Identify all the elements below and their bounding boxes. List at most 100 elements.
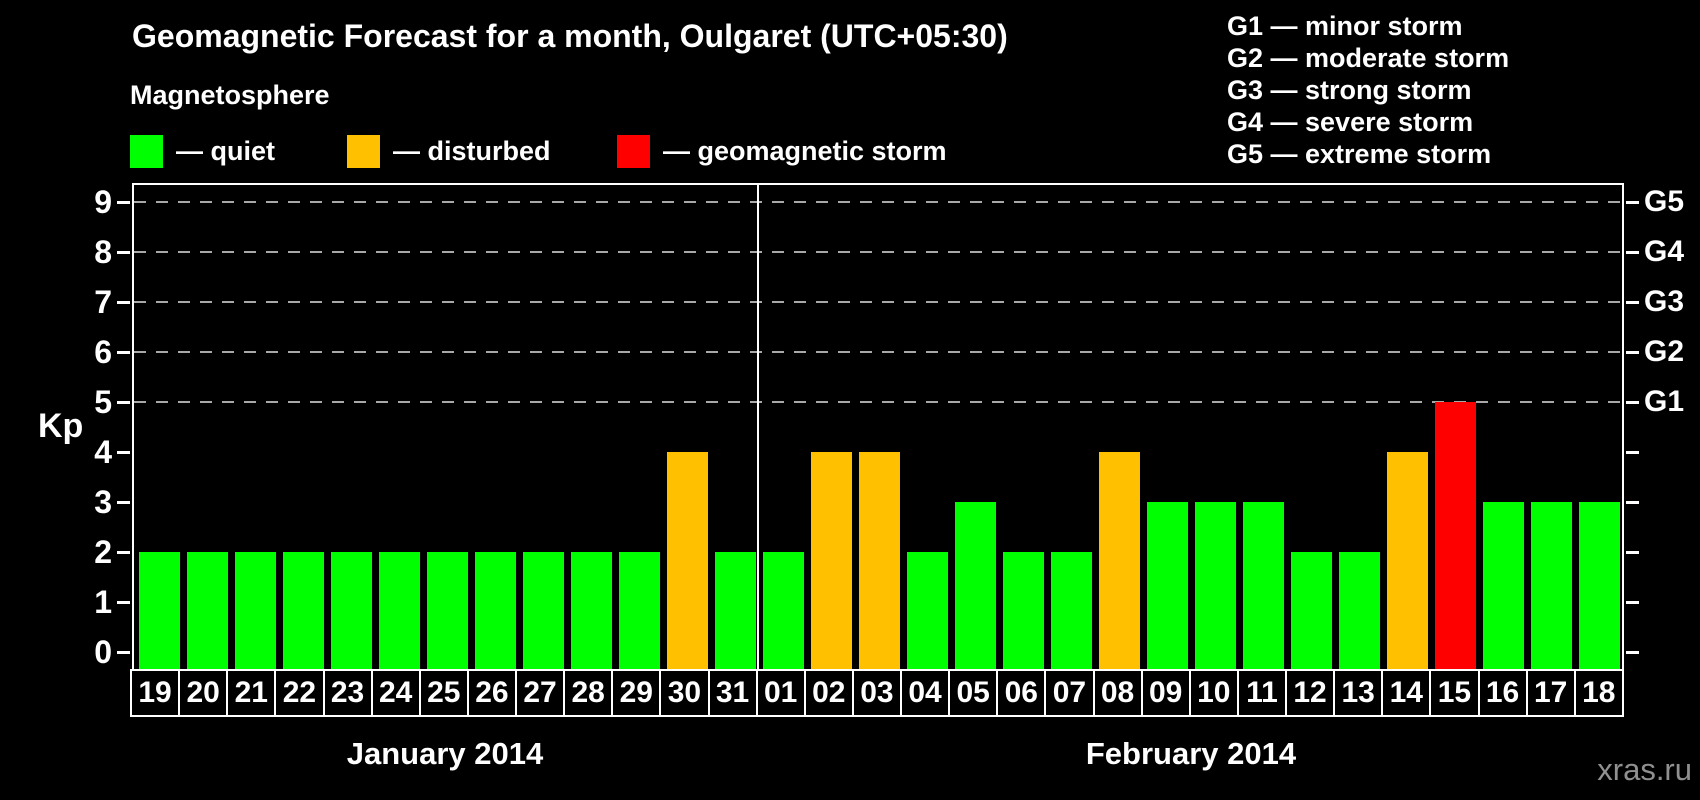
kp-bar-day-16	[1483, 502, 1524, 669]
watermark: xras.ru	[1597, 752, 1692, 787]
gridline-kp7	[134, 301, 1622, 303]
plot-inner: 0 1 2 3 4 5 6 7 8 9 G1 G2 G3 G4 G5	[94, 184, 1684, 670]
right-axis-label-G1: G1	[1644, 385, 1685, 418]
quiet-color-swatch	[130, 134, 163, 168]
legend-item-label: — quiet	[176, 135, 275, 166]
y-tick-left-0	[117, 651, 130, 654]
y-tick-left-7	[117, 301, 130, 304]
y-tick-left-4	[117, 451, 130, 454]
y-tick-label-3: 3	[94, 484, 112, 520]
day-label-15: 15	[1429, 669, 1480, 717]
kp-bar-day-22	[283, 552, 324, 669]
kp-bar-day-18	[1579, 502, 1620, 669]
day-label-31: 31	[707, 669, 758, 717]
kp-bar-day-29	[619, 552, 660, 669]
day-label-08: 08	[1092, 669, 1143, 717]
y-tick-left-1	[117, 601, 130, 604]
legend-item-disturbed: — disturbed	[347, 134, 551, 168]
kp-bar-day-21	[235, 552, 276, 669]
month-separator	[757, 185, 759, 669]
day-label-20: 20	[178, 669, 229, 717]
gridline-kp6	[134, 351, 1622, 353]
kp-bar-day-05	[955, 502, 996, 669]
x-axis-day-row: 19 20 21 22 23 24 25 26 27 28 29 30 31 01 02 03 04 05 06 07…	[130, 669, 1624, 717]
y-tick-right-5	[1626, 401, 1639, 404]
right-axis-label-G4: G4	[1644, 235, 1685, 268]
gridline-kp9	[134, 201, 1622, 203]
kp-bar-day-12	[1291, 552, 1332, 669]
day-label-09: 09	[1140, 669, 1191, 717]
legend-item-label: — geomagnetic storm	[663, 135, 947, 166]
g-scale-legend-line: G5 — extreme storm	[1227, 139, 1492, 169]
right-axis-label-G3: G3	[1644, 285, 1685, 318]
kp-bar-day-03	[859, 452, 900, 669]
kp-bar-day-09	[1147, 502, 1188, 669]
day-label-11: 11	[1236, 669, 1287, 717]
g-scale-legend: G1 — minor storm G2 — moderate storm G3 …	[1227, 10, 1509, 170]
y-tick-label-7: 7	[94, 284, 112, 320]
kp-bar-day-28	[571, 552, 612, 669]
day-label-19: 19	[130, 669, 181, 717]
y-tick-label-4: 4	[94, 434, 112, 470]
month-label-february: February 2014	[1085, 736, 1297, 771]
day-label-25: 25	[418, 669, 469, 717]
legend-heading: Magnetosphere	[130, 80, 330, 110]
kp-bar-day-30	[667, 452, 708, 669]
day-label-05: 05	[948, 669, 999, 717]
kp-bar-day-10	[1195, 502, 1236, 669]
kp-bar-day-01	[763, 552, 804, 669]
y-tick-label-5: 5	[94, 384, 112, 420]
y-axis-label: Kp	[38, 407, 84, 445]
month-label-january: January 2014	[346, 736, 544, 771]
legend-item-storm: — geomagnetic storm	[617, 134, 947, 168]
kp-bar-day-17	[1531, 502, 1572, 669]
right-axis-label-G5: G5	[1644, 185, 1685, 218]
day-label-30: 30	[659, 669, 710, 717]
day-label-18: 18	[1573, 669, 1624, 717]
kp-bar-day-26	[475, 552, 516, 669]
gridline-kp8	[134, 251, 1622, 253]
y-tick-label-8: 8	[94, 234, 112, 270]
day-label-21: 21	[226, 669, 277, 717]
y-tick-left-8	[117, 251, 130, 254]
y-tick-left-3	[117, 501, 130, 504]
y-tick-label-9: 9	[94, 184, 112, 220]
y-tick-left-5	[117, 401, 130, 404]
y-tick-left-9	[117, 201, 130, 204]
day-label-14: 14	[1381, 669, 1432, 717]
kp-bar-day-15	[1435, 402, 1476, 669]
day-label-29: 29	[611, 669, 662, 717]
kp-bar-day-25	[427, 552, 468, 669]
y-tick-right-0	[1626, 651, 1639, 654]
kp-bar-day-02	[811, 452, 852, 669]
day-label-26: 26	[466, 669, 517, 717]
day-label-01: 01	[755, 669, 806, 717]
y-tick-right-6	[1626, 351, 1639, 354]
kp-bar-day-11	[1243, 502, 1284, 669]
y-tick-label-0: 0	[94, 634, 112, 670]
y-tick-left-2	[117, 551, 130, 554]
kp-bar-day-31	[715, 552, 756, 669]
day-label-06: 06	[996, 669, 1047, 717]
day-label-23: 23	[322, 669, 373, 717]
legend-item-label: — disturbed	[393, 135, 551, 166]
kp-bar-day-08	[1099, 452, 1140, 669]
day-label-27: 27	[515, 669, 566, 717]
day-label-03: 03	[851, 669, 902, 717]
kp-bar-day-07	[1051, 552, 1092, 669]
kp-bar-day-19	[139, 552, 180, 669]
plot-area: 0 1 2 3 4 5 6 7 8 9 G1 G2 G3 G4 G5 Kp	[38, 183, 1684, 671]
y-tick-left-6	[117, 351, 130, 354]
y-tick-right-8	[1626, 251, 1639, 254]
kp-bar-day-23	[331, 552, 372, 669]
kp-bar-day-04	[907, 552, 948, 669]
gridline-kp5	[134, 401, 1622, 403]
day-label-17: 17	[1525, 669, 1576, 717]
right-axis-label-G2: G2	[1644, 335, 1685, 368]
kp-bar-day-20	[187, 552, 228, 669]
kp-bar-day-06	[1003, 552, 1044, 669]
kp-bar-day-27	[523, 552, 564, 669]
y-tick-label-6: 6	[94, 334, 112, 370]
chart-title: Geomagnetic Forecast for a month, Oulgar…	[132, 18, 1008, 54]
